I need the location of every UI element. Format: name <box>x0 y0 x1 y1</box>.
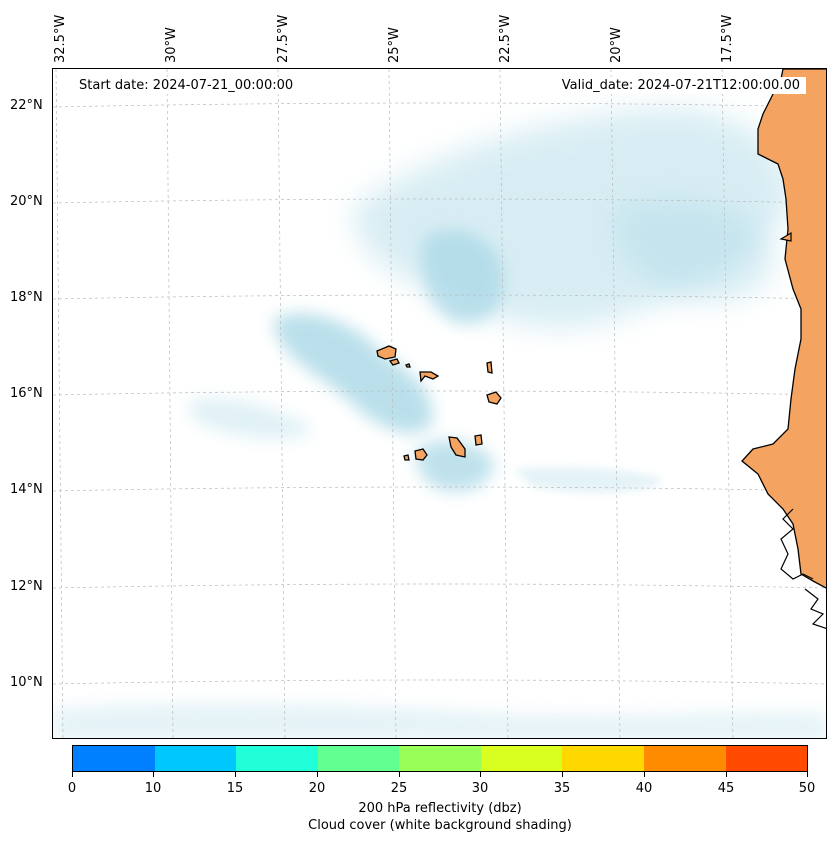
colorbar-segment <box>317 746 400 771</box>
cloud-mass-south <box>416 440 494 492</box>
colorbar-tick-mark <box>726 772 727 777</box>
colorbar-tick-mark <box>235 772 236 777</box>
cloud-streak-west <box>189 398 313 440</box>
island-santa-luzia <box>405 363 411 368</box>
lon-label-17.5w: 17.5°W <box>720 14 735 63</box>
island-santiago <box>448 436 466 458</box>
map-canvas <box>53 69 826 738</box>
cloud-mass-central <box>273 313 433 434</box>
colorbar-tick-mark <box>72 772 73 777</box>
colorbar-tick-mark <box>644 772 645 777</box>
colorbar-tick-label: 45 <box>717 781 735 796</box>
island-maio <box>474 434 483 446</box>
cape-verde-islands <box>376 345 502 461</box>
cloud-bottom-band <box>53 703 826 738</box>
colorbar-tick-label: 20 <box>308 781 326 796</box>
cloud-streak-southeast <box>513 467 663 493</box>
lat-label-16n: 16°N <box>10 386 43 401</box>
start-date-label: Start date: 2024-07-21_00:00:00 <box>73 77 300 94</box>
lon-label-20w: 20°W <box>609 27 624 63</box>
map-panel[interactable]: Start date: 2024-07-21_00:00:00 Valid_da… <box>52 68 827 739</box>
colorbar-segment <box>73 746 155 771</box>
colorbar-segment <box>154 746 237 771</box>
colorbar-tick-mark <box>153 772 154 777</box>
colorbar-tick-mark <box>399 772 400 777</box>
colorbar-subtitle: Cloud cover (white background shading) <box>308 818 572 833</box>
colorbar-tick-mark <box>562 772 563 777</box>
graticule <box>53 69 826 738</box>
island-boa-vista <box>486 391 502 405</box>
lon-label-25w: 25°W <box>387 27 402 63</box>
island-sao-nicolau <box>419 371 440 383</box>
lon-label-27.5w: 27.5°W <box>276 14 291 63</box>
colorbar-segment <box>399 746 481 771</box>
africa-mainland <box>741 69 826 589</box>
lon-label-30w: 30°W <box>164 27 179 63</box>
colorbar-segment <box>725 746 808 771</box>
cloud-cover-layer <box>53 108 826 738</box>
colorbar-tick-label: 30 <box>471 781 489 796</box>
valid-date-label: Valid_date: 2024-07-21T12:00:00.00 <box>555 77 806 94</box>
lat-label-12n: 12°N <box>10 579 43 594</box>
africa-coastline <box>741 69 826 629</box>
guinea-bissau-coast <box>804 588 826 629</box>
island-brava <box>403 454 410 461</box>
gambia-river-coast <box>780 508 814 580</box>
reflectivity-colorbar <box>72 745 808 772</box>
lon-label-32.5w: 32.5°W <box>53 14 68 63</box>
colorbar-tick-mark <box>317 772 318 777</box>
island-santo-antao <box>376 345 397 360</box>
cloud-mass-north <box>422 230 504 324</box>
colorbar-tick-label: 0 <box>67 781 77 796</box>
colorbar-tick-label: 10 <box>144 781 162 796</box>
colorbar-tick-mark <box>480 772 481 777</box>
colorbar-tick-label: 25 <box>390 781 408 796</box>
lat-label-18n: 18°N <box>10 290 43 305</box>
colorbar-tick-label: 35 <box>553 781 571 796</box>
cloud-band-east <box>613 199 774 302</box>
colorbar-segment <box>236 746 318 771</box>
island-fogo <box>414 448 428 461</box>
colorbar-title: 200 hPa reflectivity (dbz) <box>358 801 522 816</box>
lat-label-20n: 20°N <box>10 194 43 209</box>
lon-label-22.5w: 22.5°W <box>498 14 513 63</box>
colorbar-tick-mark <box>807 772 808 777</box>
colorbar-tick-label: 40 <box>635 781 653 796</box>
lat-label-22n: 22°N <box>10 98 43 113</box>
island-sao-vicente <box>388 358 400 366</box>
colorbar-segment <box>562 746 644 771</box>
lat-label-14n: 14°N <box>10 482 43 497</box>
island-sal <box>486 361 493 374</box>
colorbar-tick-label: 15 <box>226 781 244 796</box>
lat-label-10n: 10°N <box>10 675 43 690</box>
cape-verde-peninsula-tip <box>779 231 792 242</box>
colorbar-segment <box>480 746 563 771</box>
colorbar-tick-label: 50 <box>798 781 816 796</box>
colorbar-segment <box>643 746 726 771</box>
